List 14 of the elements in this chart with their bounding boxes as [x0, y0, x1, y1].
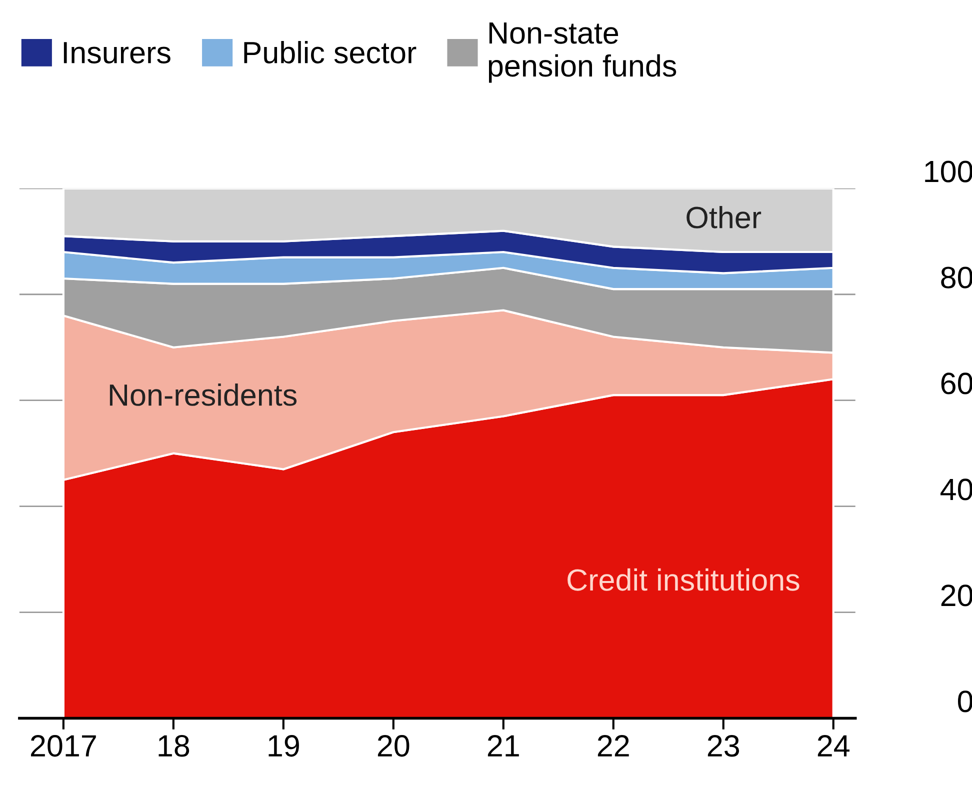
x-tick-label: 2017 [30, 735, 96, 757]
series-label: Non-residents [110, 383, 297, 406]
x-tick-label: 18 [158, 735, 190, 757]
legend-label: Insurers [64, 42, 170, 64]
x-tick-label: 22 [598, 735, 629, 756]
x-tick-label: 20 [378, 735, 410, 757]
legend-label: Public sector [244, 41, 416, 64]
x-tick-label: 23 [708, 735, 740, 757]
x-tick-label: 21 [488, 735, 519, 756]
legend-label: Non-state pension funds [488, 22, 676, 83]
series-label: Credit institutions [568, 568, 800, 591]
x-tick-label: 19 [268, 735, 299, 757]
series-label: Other [686, 206, 762, 228]
x-tick-label: 24 [818, 735, 850, 756]
